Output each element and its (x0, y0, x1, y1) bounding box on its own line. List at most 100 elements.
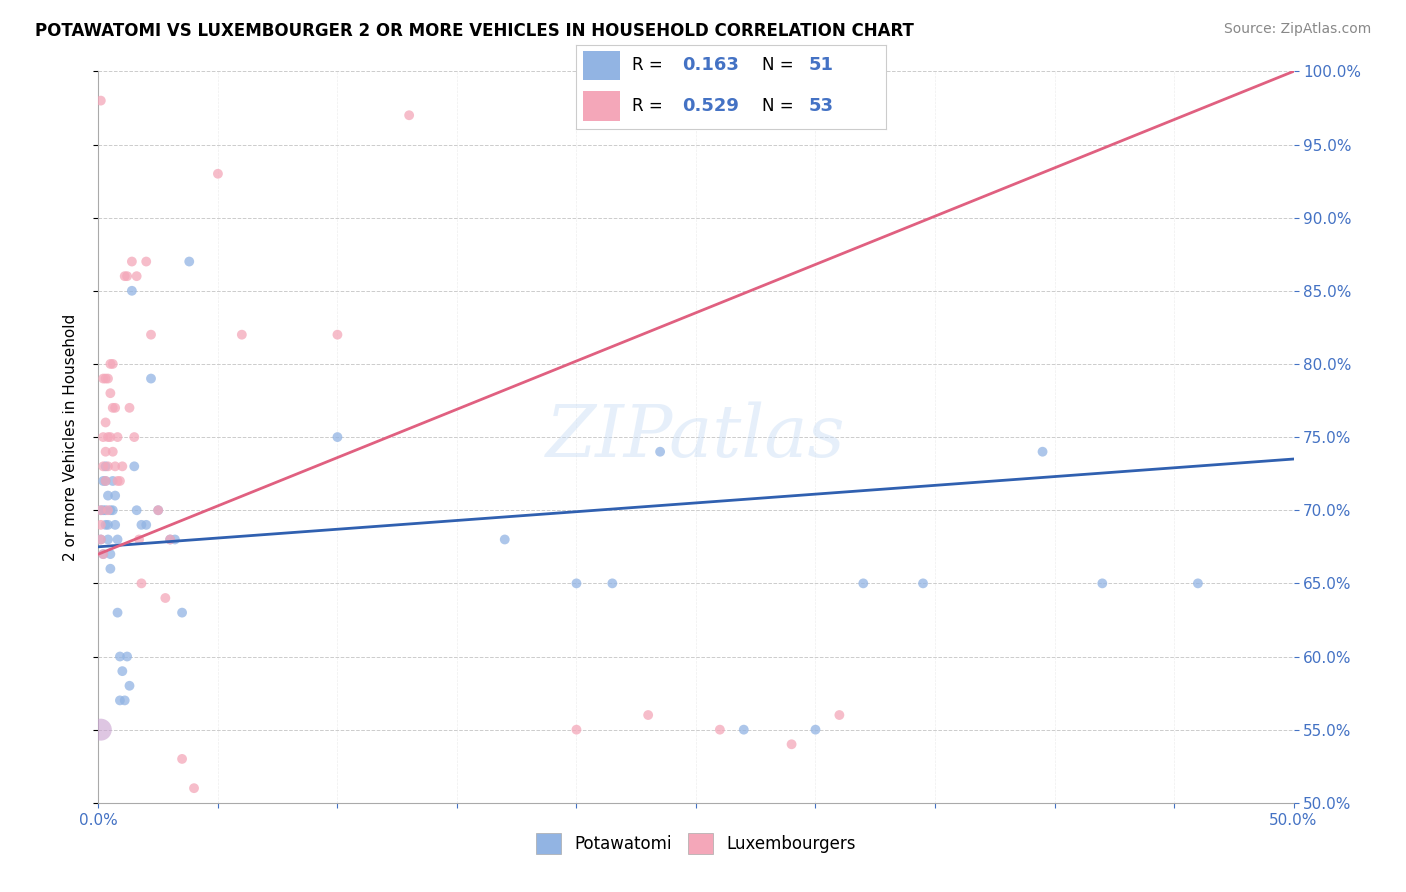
Point (131, 576, 153, 591)
Point (104, 517, 127, 532)
Point (97, 459, 120, 474)
Point (101, 503, 124, 517)
Point (135, 517, 157, 532)
Point (780, 737, 803, 751)
Point (97, 430, 120, 444)
Point (326, 430, 349, 444)
Point (98, 357, 122, 371)
Point (94, 474, 117, 488)
Point (98, 503, 122, 517)
Point (115, 269, 138, 284)
Point (107, 474, 129, 488)
Point (108, 693, 131, 707)
Text: 53: 53 (808, 96, 834, 114)
Point (828, 708, 851, 723)
Text: 0.529: 0.529 (682, 96, 738, 114)
Point (159, 533, 181, 547)
Point (90, 503, 112, 517)
Point (1032, 444, 1054, 458)
Point (131, 517, 153, 532)
Point (94, 444, 117, 458)
Text: POTAWATOMI VS LUXEMBOURGER 2 OR MORE VEHICLES IN HOUSEHOLD CORRELATION CHART: POTAWATOMI VS LUXEMBOURGER 2 OR MORE VEH… (35, 22, 914, 40)
Point (98, 386, 122, 401)
Text: 0.163: 0.163 (682, 56, 738, 74)
Point (91, 547, 114, 561)
Point (94, 371, 117, 385)
Point (104, 401, 127, 415)
Point (97, 371, 120, 385)
Point (98, 547, 122, 561)
Point (125, 503, 148, 517)
Point (565, 576, 588, 591)
Point (163, 533, 186, 547)
Point (97, 517, 120, 532)
Point (135, 254, 157, 268)
Point (104, 489, 127, 503)
Point (91, 459, 114, 474)
Point (108, 474, 131, 488)
Point (207, 167, 229, 181)
Point (118, 679, 141, 693)
Point (107, 430, 129, 444)
Point (91, 547, 114, 561)
Bar (582, 51, 620, 80)
Point (107, 533, 129, 547)
Point (972, 825, 994, 839)
Point (94, 517, 117, 532)
Point (602, 576, 624, 591)
Text: R =: R = (633, 96, 668, 114)
Point (107, 606, 129, 620)
Point (98, 430, 122, 444)
Point (183, 781, 205, 796)
Bar (582, 91, 620, 120)
Point (494, 533, 516, 547)
Point (733, 723, 755, 737)
Point (231, 327, 253, 342)
Point (326, 327, 349, 342)
Point (804, 723, 827, 737)
Text: N =: N = (762, 96, 799, 114)
Point (90, 503, 112, 517)
Text: 51: 51 (808, 56, 834, 74)
Point (709, 723, 731, 737)
Point (121, 284, 143, 298)
Legend: Potawatomi, Luxembourgers: Potawatomi, Luxembourgers (529, 827, 863, 860)
Point (101, 357, 124, 371)
Point (97, 533, 120, 547)
Point (91, 430, 114, 444)
Point (101, 401, 124, 415)
Point (911, 576, 934, 591)
Point (114, 693, 136, 707)
Point (139, 327, 162, 342)
Point (148, 503, 170, 517)
Text: R =: R = (633, 56, 668, 74)
Point (148, 503, 170, 517)
Point (398, 108, 420, 122)
Point (90, 517, 112, 532)
Point (90, 94, 112, 108)
Point (159, 533, 181, 547)
Point (94, 416, 117, 430)
Point (1091, 576, 1114, 591)
Text: ZIPatlas: ZIPatlas (546, 401, 846, 473)
Point (111, 459, 134, 474)
Point (91, 371, 114, 385)
Point (91, 474, 114, 488)
Point (565, 723, 588, 737)
Point (128, 533, 150, 547)
Text: Source: ZipAtlas.com: Source: ZipAtlas.com (1223, 22, 1371, 37)
Point (114, 269, 136, 284)
Point (179, 254, 201, 268)
Point (124, 459, 146, 474)
Point (118, 401, 141, 415)
Point (648, 444, 672, 458)
Point (98, 562, 122, 576)
Text: N =: N = (762, 56, 799, 74)
Point (111, 664, 134, 678)
Point (90, 533, 112, 547)
Point (1187, 576, 1209, 591)
Point (115, 649, 138, 664)
Point (101, 444, 124, 458)
Point (155, 591, 177, 605)
Point (97, 503, 120, 517)
